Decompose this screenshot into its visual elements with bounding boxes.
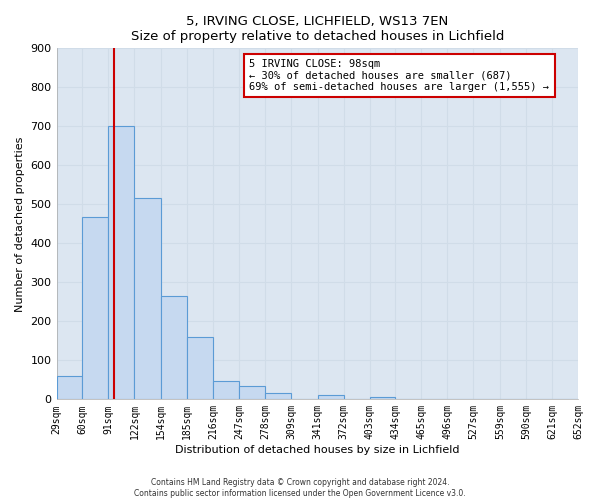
Bar xyxy=(56,376,82,400)
Bar xyxy=(134,198,161,400)
Bar xyxy=(213,381,239,400)
Bar xyxy=(109,126,134,400)
Text: Contains HM Land Registry data © Crown copyright and database right 2024.
Contai: Contains HM Land Registry data © Crown c… xyxy=(134,478,466,498)
Title: 5, IRVING CLOSE, LICHFIELD, WS13 7EN
Size of property relative to detached house: 5, IRVING CLOSE, LICHFIELD, WS13 7EN Siz… xyxy=(131,15,504,43)
Y-axis label: Number of detached properties: Number of detached properties xyxy=(15,136,25,312)
Bar xyxy=(370,398,395,400)
Text: 5 IRVING CLOSE: 98sqm
← 30% of detached houses are smaller (687)
69% of semi-det: 5 IRVING CLOSE: 98sqm ← 30% of detached … xyxy=(250,59,550,92)
Bar xyxy=(265,394,291,400)
Bar xyxy=(187,337,213,400)
Bar xyxy=(239,386,265,400)
Bar xyxy=(317,396,344,400)
X-axis label: Distribution of detached houses by size in Lichfield: Distribution of detached houses by size … xyxy=(175,445,460,455)
Bar xyxy=(82,217,109,400)
Bar xyxy=(161,296,187,400)
